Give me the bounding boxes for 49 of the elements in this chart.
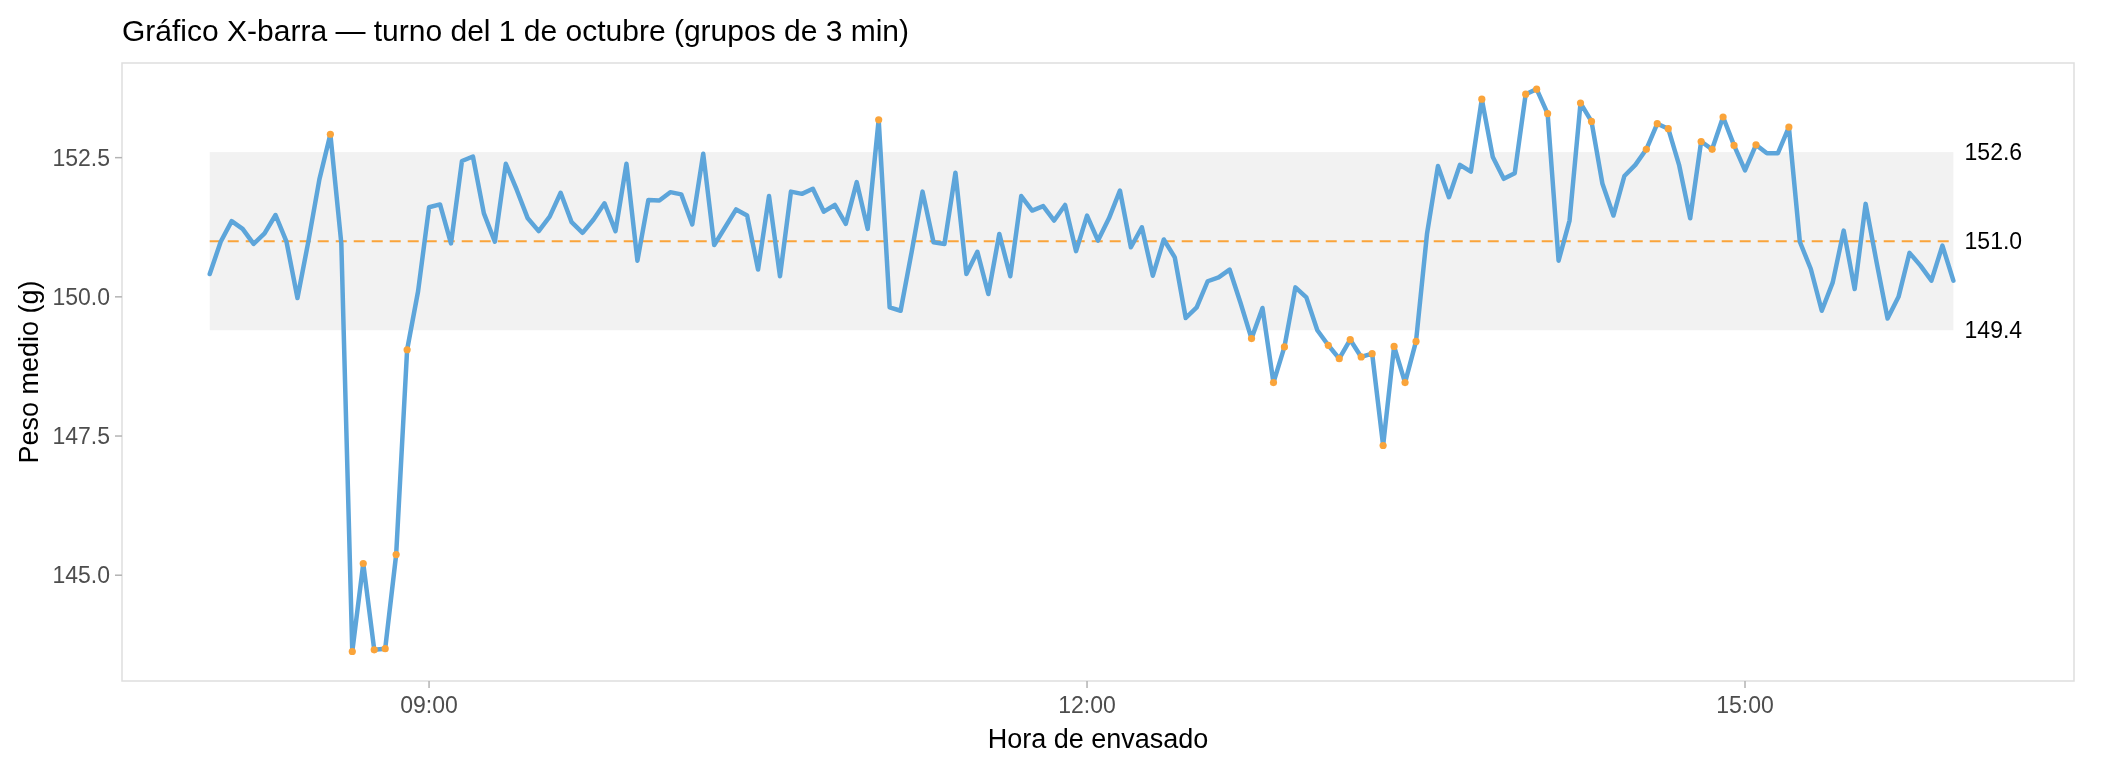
line-series — [207, 86, 1956, 654]
point — [875, 116, 883, 124]
point — [1280, 343, 1289, 351]
point — [392, 551, 400, 559]
chart-title: Gráfico X-barra — turno del 1 de octubre (grupos de 3 min) — [122, 14, 910, 47]
point — [1324, 341, 1332, 349]
y-axis-title: Peso medio (g) — [14, 280, 44, 464]
point — [1412, 337, 1420, 345]
point — [1269, 378, 1278, 387]
ref-line-label: 151.0 — [1964, 228, 2023, 255]
point — [1357, 353, 1365, 361]
x-tick-label: 12:00 — [1058, 692, 1116, 718]
point — [1719, 113, 1727, 121]
point — [1346, 336, 1354, 344]
point — [1247, 335, 1256, 343]
point — [1708, 145, 1716, 153]
point — [381, 645, 389, 653]
point — [1390, 342, 1398, 350]
point — [1401, 378, 1409, 387]
point — [1576, 99, 1585, 107]
point — [1587, 117, 1596, 126]
point — [1533, 85, 1541, 93]
annotation: 152.6 — [1964, 139, 2023, 166]
point — [1335, 355, 1343, 363]
point — [1697, 137, 1705, 146]
annotation: 149.4 — [1964, 317, 2023, 344]
point — [1664, 125, 1672, 133]
x-axis-title: Hora de envasado — [987, 724, 1209, 754]
x-tick-label: 09:00 — [400, 692, 458, 718]
point — [1653, 120, 1661, 128]
y-tick-label: 152.5 — [52, 144, 110, 171]
point — [1478, 95, 1486, 103]
point — [1522, 90, 1530, 98]
point — [1730, 141, 1738, 149]
point — [1544, 110, 1552, 118]
y-tick-label: 145.0 — [52, 562, 110, 589]
point — [1752, 141, 1760, 149]
point — [1785, 123, 1793, 131]
point — [370, 646, 378, 654]
y-tick-label: 147.5 — [52, 423, 110, 450]
point — [1642, 145, 1650, 153]
x-tick-label: 15:00 — [1716, 692, 1774, 718]
point — [1368, 350, 1376, 358]
point — [403, 346, 411, 354]
point — [326, 130, 334, 138]
point — [1379, 441, 1387, 450]
point — [348, 647, 356, 656]
y-tick-label: 150.0 — [52, 283, 110, 310]
point — [359, 559, 367, 568]
